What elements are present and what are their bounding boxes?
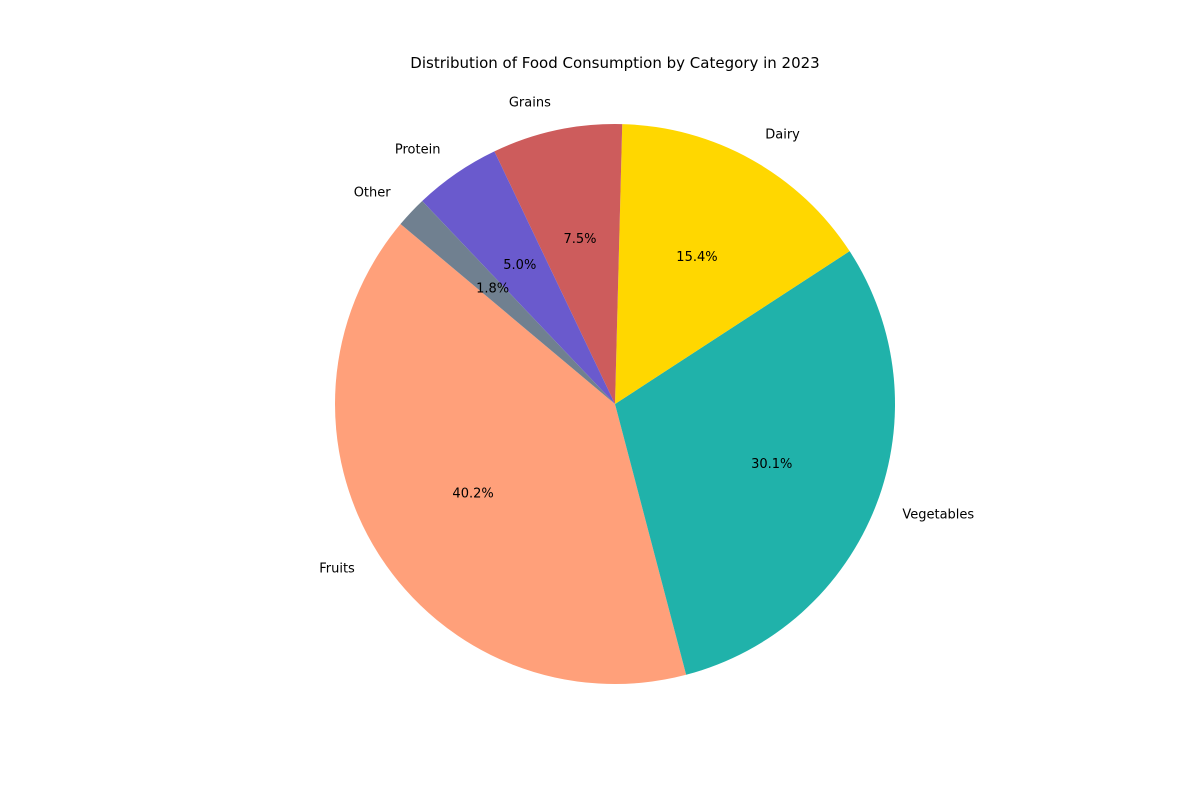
category-label-vegetables: Vegetables [902,507,974,522]
pct-label-fruits: 40.2% [452,486,493,501]
pie-slice-vegetables [615,251,895,675]
category-label-other: Other [354,186,392,201]
category-label-fruits: Fruits [319,561,355,576]
pct-label-other: 1.8% [476,281,509,296]
category-label-dairy: Dairy [765,128,800,143]
pct-label-grains: 7.5% [563,232,596,247]
labels-layer: 40.2% Fruits 30.1% Vegetables 15.4% Dairy 7.5%… [319,95,974,576]
category-label-protein: Protein [395,143,441,158]
pie-slice-dairy [615,124,850,404]
slices-layer [335,123,895,684]
pct-label-protein: 5.0% [503,258,536,273]
pie-slice-grains [494,123,623,405]
pct-label-dairy: 15.4% [676,250,717,265]
chart-title: Distribution of Food Consumption by Cate… [410,54,819,72]
pie-slice-fruits [335,224,687,684]
pie-slice-other [400,200,615,404]
pct-label-vegetables: 30.1% [751,457,792,472]
category-label-grains: Grains [509,95,551,110]
pie-slice-protein [422,151,615,404]
